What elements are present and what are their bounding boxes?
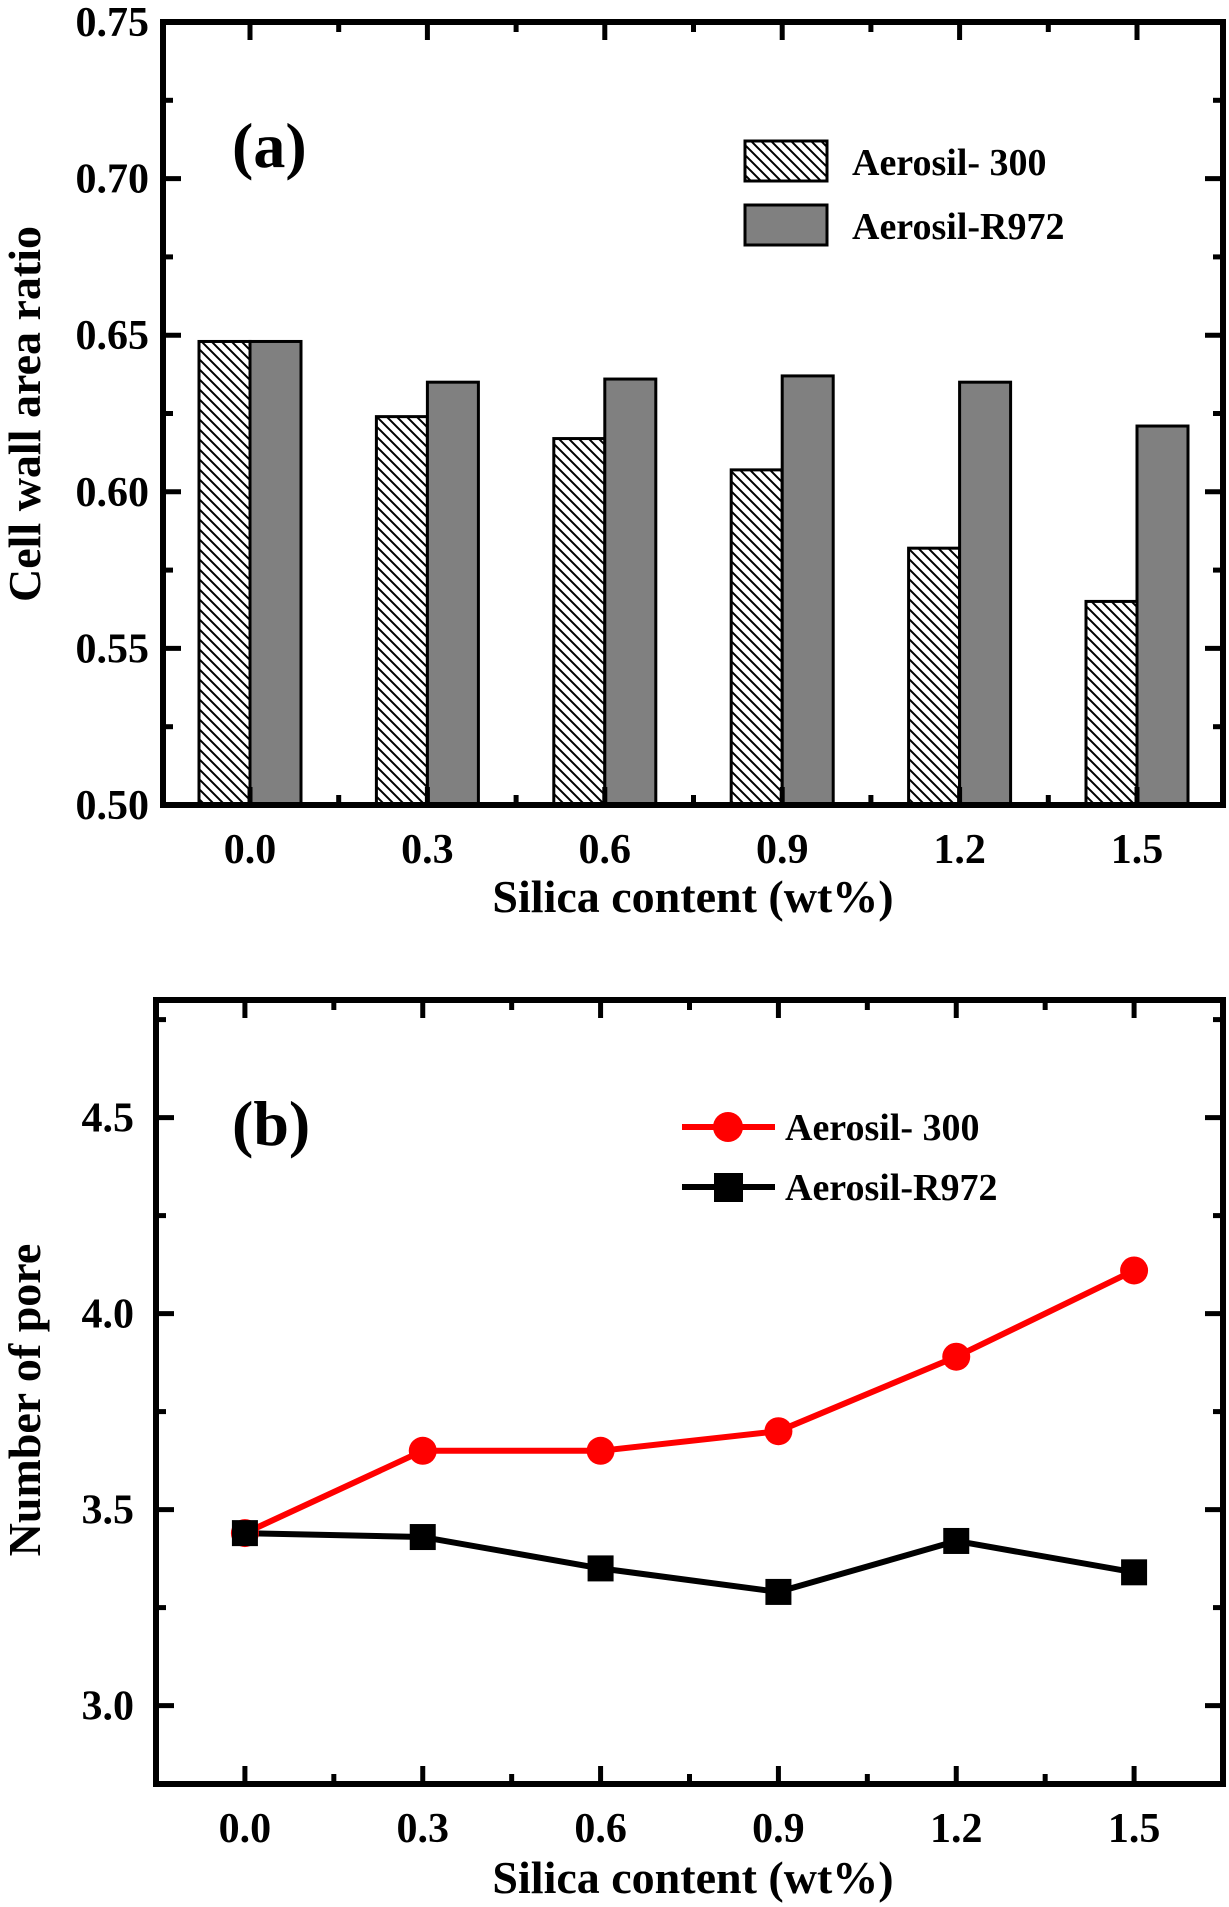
a-x-tick-label: 0.9 (756, 827, 809, 873)
a-ticks (163, 19, 1223, 808)
b-y-tick-labels: 3.0 3.5 4.0 4.5 (82, 1096, 135, 1730)
b-line-aerosil-300 (243, 1267, 1136, 1536)
a-y-axis-title: Cell wall area ratio (0, 226, 50, 602)
b-line-aerosil-r972 (244, 1530, 1135, 1595)
a-x-tick-label: 0.6 (579, 827, 632, 873)
b-x-tick-label: 0.3 (397, 1806, 450, 1852)
b-x-tick-label: 0.0 (219, 1806, 272, 1852)
b-point-aerosil-r972-0.9 (765, 1578, 792, 1605)
a-legend-swatch-hatched (743, 139, 829, 183)
b-x-tick-label: 1.5 (1108, 1806, 1161, 1852)
panel-b-line-chart: 3.0 3.5 4.0 4.5 0.0 0.3 0.6 0.9 1.2 1.5 Silica c… (0, 997, 1226, 1903)
a-y-tick-label: 0.50 (76, 783, 150, 829)
b-y-tick-label: 3.5 (82, 1488, 135, 1534)
b-point-aerosil-300-1.2 (942, 1342, 971, 1371)
a-bar-aerosil-300-0.0 (197, 339, 252, 807)
a-y-tick-label: 0.65 (76, 313, 150, 359)
b-y-tick-label: 3.0 (82, 1684, 135, 1730)
b-legend-label-2: Aerosil-R972 (785, 1167, 998, 1209)
a-bar-aerosil-300-0.9 (729, 468, 784, 807)
b-point-aerosil-300-1.5 (1120, 1256, 1149, 1285)
a-y-tick-label: 0.75 (76, 0, 150, 46)
a-x-tick-label: 1.2 (933, 827, 986, 873)
a-x-tick-label: 0.0 (224, 827, 277, 873)
a-bar-aerosil-r972-1.2 (958, 380, 1013, 807)
b-x-tick-label: 0.9 (752, 1806, 805, 1852)
b-y-tick-label: 4.0 (82, 1292, 135, 1338)
a-legend-label-1: Aerosil- 300 (852, 142, 1047, 184)
b-x-tick-label: 1.2 (930, 1806, 983, 1852)
a-bar-aerosil-300-0.6 (552, 437, 607, 807)
a-bar-aerosil-300-1.5 (1084, 599, 1139, 807)
b-plot-frame (153, 997, 1226, 1787)
b-y-axis-title: Number of pore (0, 1244, 50, 1557)
b-panel-label: (b) (232, 1088, 310, 1159)
a-bars (197, 339, 1190, 807)
b-point-aerosil-r972-1.2 (943, 1527, 970, 1554)
a-x-tick-labels: 0.0 0.3 0.6 0.9 1.2 1.5 (224, 827, 1164, 873)
a-legend-label-2: Aerosil-R972 (852, 206, 1065, 248)
a-legend-swatch-solid (743, 203, 829, 247)
a-y-tick-label: 0.70 (76, 157, 150, 203)
a-legend: Aerosil- 300 Aerosil-R972 (743, 139, 1065, 248)
b-lines (230, 1256, 1149, 1605)
a-x-tick-label: 1.5 (1111, 827, 1164, 873)
a-bar-aerosil-r972-0.0 (248, 339, 303, 807)
b-legend-label-1: Aerosil- 300 (785, 1107, 980, 1149)
b-y-tick-label: 4.5 (82, 1096, 135, 1142)
b-point-aerosil-r972-0.6 (587, 1555, 614, 1582)
a-x-axis-title: Silica content (wt%) (492, 871, 893, 922)
a-bar-aerosil-r972-0.9 (780, 374, 835, 807)
a-plot-frame (160, 19, 1226, 808)
a-bar-aerosil-r972-0.6 (603, 377, 658, 807)
b-legend-marker-square (714, 1173, 743, 1202)
a-bar-aerosil-r972-0.3 (425, 380, 480, 807)
a-bar-aerosil-300-1.2 (907, 546, 962, 807)
b-legend-marker-circle (713, 1112, 743, 1142)
b-point-aerosil-300-0.6 (586, 1436, 615, 1465)
b-ticks (153, 1000, 1226, 1784)
a-x-tick-label: 0.3 (401, 827, 454, 873)
b-x-tick-label: 0.6 (574, 1806, 627, 1852)
b-point-aerosil-r972-1.5 (1121, 1559, 1148, 1586)
panel-a-bar-chart: 0.50 0.55 0.60 0.65 0.70 0.75 0.0 0.3 0.6 0.9 1.2… (0, 0, 1226, 922)
b-point-aerosil-r972-0.0 (231, 1520, 258, 1547)
b-x-axis-title: Silica content (wt%) (492, 1852, 893, 1903)
b-x-tick-labels: 0.0 0.3 0.6 0.9 1.2 1.5 (219, 1806, 1161, 1852)
a-y-tick-labels: 0.50 0.55 0.60 0.65 0.70 0.75 (76, 0, 150, 829)
b-point-aerosil-300-0.9 (764, 1417, 793, 1446)
b-point-aerosil-300-0.3 (408, 1436, 437, 1465)
b-legend: Aerosil- 300 Aerosil-R972 (682, 1107, 998, 1209)
a-y-tick-label: 0.55 (76, 626, 150, 672)
a-bar-aerosil-300-0.3 (374, 415, 429, 807)
a-panel-label: (a) (232, 110, 307, 181)
a-y-tick-label: 0.60 (76, 470, 150, 516)
a-bar-aerosil-r972-1.5 (1135, 424, 1190, 807)
b-point-aerosil-r972-0.3 (409, 1524, 436, 1551)
